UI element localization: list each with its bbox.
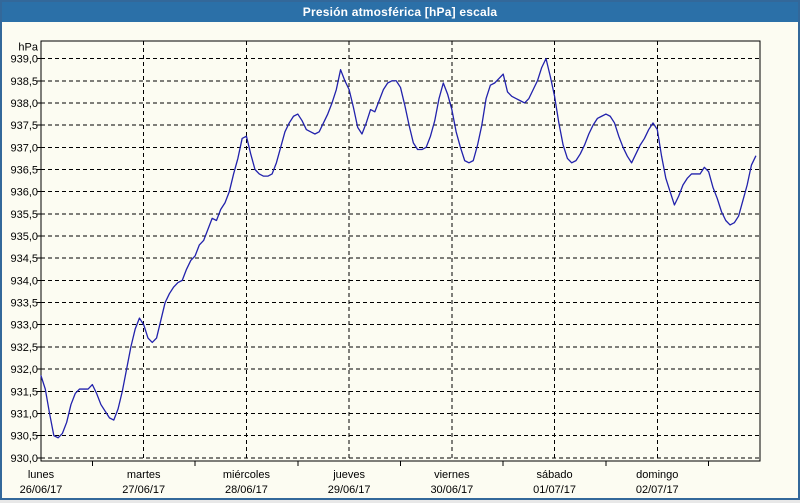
svg-text:936,5: 936,5 (10, 164, 38, 176)
svg-text:martes: martes (127, 469, 161, 481)
svg-text:933,5: 933,5 (10, 298, 38, 310)
svg-text:931,5: 931,5 (10, 386, 38, 398)
svg-text:934,0: 934,0 (10, 275, 38, 287)
svg-text:02/07/17: 02/07/17 (636, 484, 679, 496)
svg-text:29/06/17: 29/06/17 (328, 484, 371, 496)
svg-text:domingo: domingo (636, 469, 678, 481)
svg-text:938,0: 938,0 (10, 98, 38, 110)
svg-text:26/06/17: 26/06/17 (20, 484, 63, 496)
svg-text:932,0: 932,0 (10, 364, 38, 376)
window-titlebar[interactable]: Presión atmosférica [hPa] escala (2, 2, 798, 22)
svg-text:miércoles: miércoles (223, 469, 271, 481)
svg-text:01/07/17: 01/07/17 (533, 484, 576, 496)
svg-text:935,5: 935,5 (10, 209, 38, 221)
window-title: Presión atmosférica [hPa] escala (302, 5, 498, 19)
svg-text:934,5: 934,5 (10, 253, 38, 265)
pressure-line-chart: 939,0 938,5 938,0 937,5 937,0 936,5 936,0 935,5… (10, 40, 761, 496)
svg-text:viernes: viernes (434, 469, 470, 481)
svg-text:931,0: 931,0 (10, 408, 38, 420)
svg-text:933,0: 933,0 (10, 320, 38, 332)
svg-text:sábado: sábado (537, 469, 573, 481)
svg-text:935,0: 935,0 (10, 231, 38, 243)
svg-text:937,0: 937,0 (10, 142, 38, 154)
svg-text:jueves: jueves (332, 469, 365, 481)
svg-text:937,5: 937,5 (10, 120, 38, 132)
svg-text:936,0: 936,0 (10, 187, 38, 199)
chart-container: 939,0 938,5 938,0 937,5 937,0 936,5 936,0 935,5… (2, 22, 798, 498)
svg-text:930,0: 930,0 (10, 453, 38, 465)
svg-text:939,0: 939,0 (10, 54, 38, 66)
svg-text:930,5: 930,5 (10, 431, 38, 443)
svg-text:lunes: lunes (28, 469, 55, 481)
svg-text:938,5: 938,5 (10, 76, 38, 88)
svg-text:30/06/17: 30/06/17 (430, 484, 473, 496)
svg-text:hPa: hPa (18, 42, 38, 54)
svg-text:28/06/17: 28/06/17 (225, 484, 268, 496)
svg-text:27/06/17: 27/06/17 (122, 484, 165, 496)
svg-text:932,5: 932,5 (10, 342, 38, 354)
